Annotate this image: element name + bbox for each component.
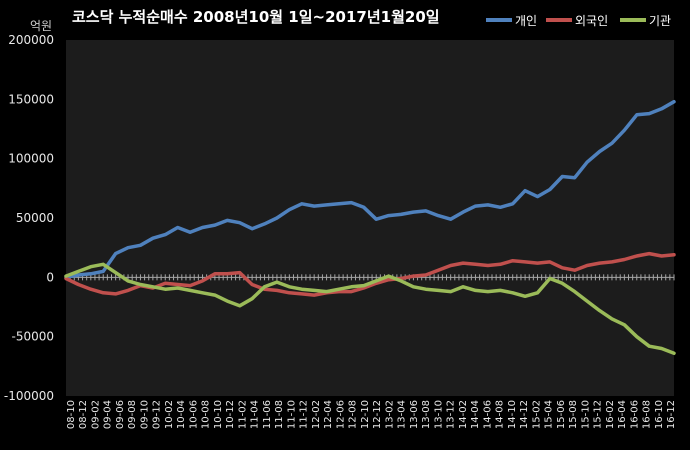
series-lines xyxy=(64,99,676,356)
x-tick-label: 11-08 xyxy=(274,400,285,429)
y-tick-label: 150000 xyxy=(8,92,54,106)
series-line-2 xyxy=(64,262,676,356)
x-tick-label: 13-02 xyxy=(384,400,395,429)
x-tick-label: 11-12 xyxy=(299,400,310,429)
x-tick-label: 11-04 xyxy=(250,400,261,429)
y-tick-label: 0 xyxy=(46,270,54,284)
x-tick-label: 15-12 xyxy=(593,400,604,429)
x-tick-label: 10-02 xyxy=(164,400,175,429)
y-tick-label: 100000 xyxy=(8,152,54,166)
x-tick-label: 12-10 xyxy=(360,400,371,429)
x-tick-label: 12-12 xyxy=(372,400,383,429)
x-tick-label: 11-10 xyxy=(286,400,297,429)
x-tick-label: 14-02 xyxy=(458,400,469,429)
x-tick-label: 13-08 xyxy=(421,400,432,429)
x-tick-label: 12-06 xyxy=(335,400,346,429)
x-tick-label: 15-04 xyxy=(544,400,555,429)
y-tick-label: -100000 xyxy=(4,389,54,403)
x-tick-label: 13-12 xyxy=(446,400,457,429)
plot-area xyxy=(66,40,674,396)
x-tick-label: 15-08 xyxy=(568,400,579,429)
x-tick-label: 15-06 xyxy=(556,400,567,429)
x-tick-label: 14-08 xyxy=(495,400,506,429)
x-tick-label: 10-04 xyxy=(176,400,187,429)
x-tick-label: 15-10 xyxy=(580,400,591,429)
x-tick-label: 10-06 xyxy=(188,400,199,429)
x-tick-label: 09-10 xyxy=(139,400,150,429)
x-tick-label: 12-02 xyxy=(311,400,322,429)
x-tick-label: 09-02 xyxy=(90,400,101,429)
legend-label-0: 개인 xyxy=(515,14,537,28)
legend-label-2: 기관 xyxy=(649,14,671,28)
chart-title: 코스닥 누적순매수 2008년10월 1일~2017년1월20일 xyxy=(72,8,440,26)
x-tick-label: 10-12 xyxy=(225,400,236,429)
x-tick-label: 16-06 xyxy=(629,400,640,429)
x-tick-label: 16-02 xyxy=(605,400,616,429)
x-tick-label: 16-12 xyxy=(666,400,677,429)
legend-label-1: 외국인 xyxy=(575,14,608,28)
y-tick-label: 200000 xyxy=(8,33,54,47)
x-tick-label: 12-04 xyxy=(323,400,334,429)
x-tick-label: 09-12 xyxy=(152,400,163,429)
x-tick-label: 08-10 xyxy=(66,400,77,429)
y-tick-label: 50000 xyxy=(16,211,54,225)
x-tick-label: 12-08 xyxy=(348,400,359,429)
x-tick-label: 11-06 xyxy=(262,400,273,429)
x-tick-label: 10-08 xyxy=(201,400,212,429)
series-line-0 xyxy=(64,99,676,280)
x-tick-label: 09-04 xyxy=(103,400,114,429)
x-tick-label: 16-04 xyxy=(617,400,628,429)
y-axis-ticks: 200000 150000 100000 50000 0 -50000 -100000 xyxy=(4,33,54,403)
x-tick-label: 14-10 xyxy=(507,400,518,429)
x-tick-label: 09-08 xyxy=(127,400,138,429)
unit-label: 억원 xyxy=(30,19,52,33)
x-tick-label: 15-02 xyxy=(531,400,542,429)
x-tick-label: 13-06 xyxy=(409,400,420,429)
x-tick-label: 14-12 xyxy=(519,400,530,429)
x-tick-label: 08-12 xyxy=(78,400,89,429)
legend: 개인 외국인 기관 xyxy=(486,14,671,28)
x-tick-label: 16-08 xyxy=(642,400,653,429)
x-tick-label: 10-10 xyxy=(213,400,224,429)
x-tick-label: 14-04 xyxy=(470,400,481,429)
x-tick-label: 13-10 xyxy=(433,400,444,429)
y-tick-label: -50000 xyxy=(11,330,54,344)
x-axis-ticks: 08-10 08-12 09-02 09-04 09-06 09-08 09-10 09-12… xyxy=(66,400,677,429)
x-tick-label: 11-02 xyxy=(237,400,248,429)
x-tick-label: 13-04 xyxy=(397,400,408,429)
x-tick-label: 16-10 xyxy=(654,400,665,429)
x-tick-label: 09-06 xyxy=(115,400,126,429)
series-line-1 xyxy=(64,251,676,297)
x-tick-label: 14-06 xyxy=(482,400,493,429)
